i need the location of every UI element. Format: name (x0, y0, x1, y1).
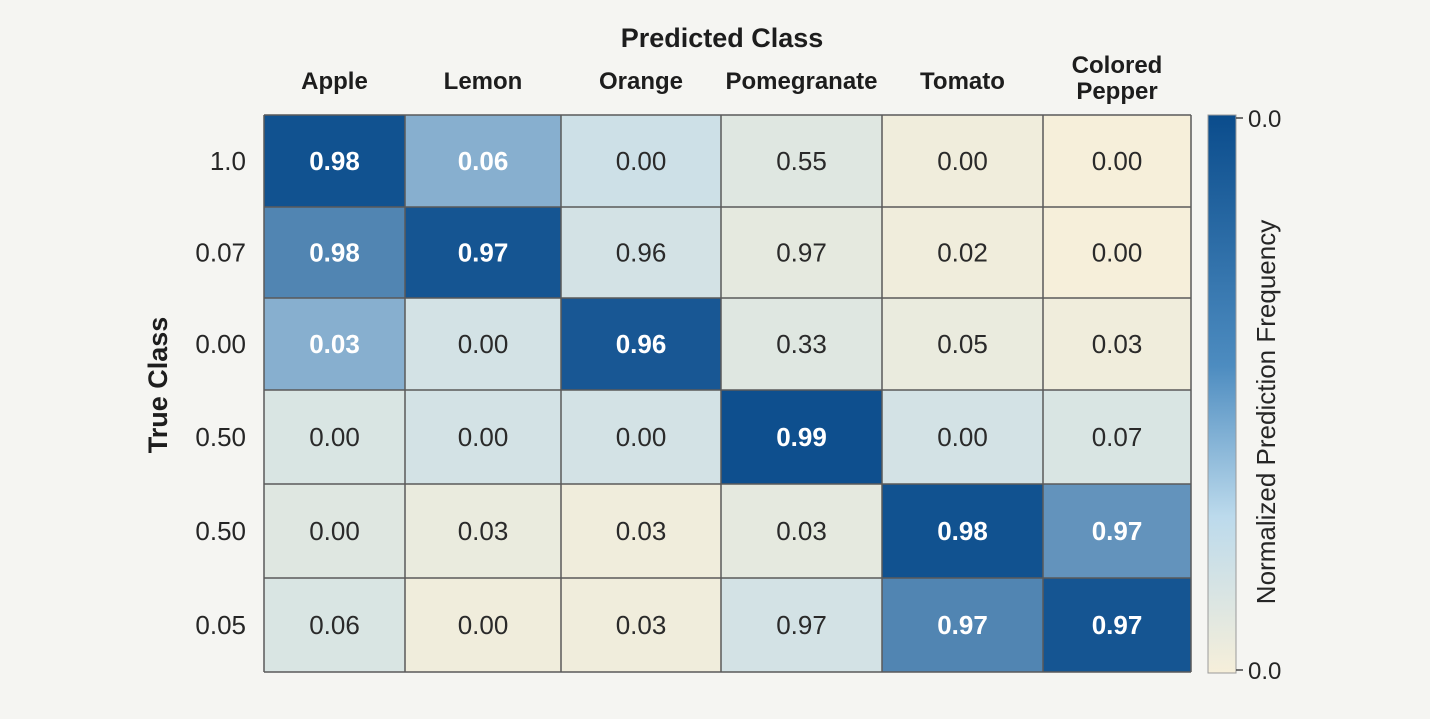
heatmap-cell (721, 484, 882, 578)
column-label: Tomato (920, 68, 1005, 95)
heatmap-cell (721, 207, 882, 298)
column-label: Colored Pepper (1072, 52, 1163, 105)
cell-value-label: 0.03 (776, 516, 827, 546)
heatmap-cell (405, 390, 561, 484)
heatmap-cell (561, 578, 721, 672)
cell-value-label: 0.03 (616, 610, 667, 640)
heatmap-cell (882, 390, 1043, 484)
heatmap-cell (405, 298, 561, 390)
column-label: Apple (301, 68, 368, 95)
cell-value-label: 0.00 (937, 422, 988, 452)
row-label: 0.50 (195, 516, 246, 546)
cell-value-label: 0.03 (1092, 329, 1143, 359)
cell-value-label: 0.33 (776, 329, 827, 359)
cell-value-label: 0.05 (937, 329, 988, 359)
heatmap-cell (264, 578, 405, 672)
heatmap-cell (1043, 390, 1191, 484)
heatmap-cell (264, 390, 405, 484)
cell-value-label: 0.98 (937, 516, 988, 546)
heatmap-cell (561, 115, 721, 207)
cell-value-label: 0.96 (616, 329, 667, 359)
cell-value-label: 0.00 (1092, 238, 1143, 268)
heatmap-cell (882, 484, 1043, 578)
column-label: Pomegranate (725, 68, 877, 95)
cell-value-label: 0.00 (458, 329, 509, 359)
cell-value-label: 0.97 (1092, 516, 1143, 546)
cell-value-label: 0.97 (458, 238, 509, 268)
row-label: 0.00 (195, 329, 246, 359)
cell-value-label: 0.03 (458, 516, 509, 546)
cell-value-label: 0.00 (937, 146, 988, 176)
colorbar-tick-bottom: 0.0 (1248, 658, 1281, 685)
heatmap-cell (721, 390, 882, 484)
row-label: 0.07 (195, 238, 246, 268)
cell-value-label: 0.00 (616, 146, 667, 176)
colorbar (1207, 114, 1237, 674)
row-label: 0.50 (195, 422, 246, 452)
heatmap-grid (263, 114, 1192, 673)
heatmap-cell (1043, 207, 1191, 298)
cell-value-label: 0.00 (458, 422, 509, 452)
row-label: 1.0 (210, 146, 246, 176)
cell-value-label: 0.00 (458, 610, 509, 640)
row-label: 0.05 (195, 610, 246, 640)
heatmap-cell (1043, 298, 1191, 390)
heatmap-cell (721, 115, 882, 207)
heatmap-cell (1043, 115, 1191, 207)
heatmap-cell (1043, 578, 1191, 672)
heatmap-cell (264, 115, 405, 207)
column-label: Lemon (444, 68, 523, 95)
heatmap-cell (405, 484, 561, 578)
heatmap-cell (561, 298, 721, 390)
cell-value-label: 0.55 (776, 146, 827, 176)
heatmap-cell (882, 207, 1043, 298)
cell-value-label: 0.97 (937, 610, 988, 640)
column-label: Orange (599, 68, 683, 95)
colorbar-label: Normalized Prediction Frequency (1251, 220, 1281, 604)
cell-value-label: 0.02 (937, 238, 988, 268)
cell-value-label: 0.00 (616, 422, 667, 452)
heatmap-cell (264, 298, 405, 390)
heatmap-cell (721, 578, 882, 672)
heatmap-cell (405, 207, 561, 298)
cell-value-label: 0.99 (776, 422, 827, 452)
cell-value-label: 0.98 (309, 238, 360, 268)
heatmap-cell (1043, 484, 1191, 578)
heatmap-cell (561, 484, 721, 578)
heatmap-cell (264, 484, 405, 578)
colorbar-tick-top: 0.0 (1248, 106, 1281, 133)
cell-value-label: 0.06 (458, 146, 509, 176)
y-axis-title: True Class (143, 317, 173, 454)
heatmap-cell (405, 578, 561, 672)
cell-value-label: 0.00 (1092, 146, 1143, 176)
row-labels: 1.0 0.07 0.00 0.50 0.50 0.05 (195, 146, 246, 640)
heatmap-cell (721, 298, 882, 390)
heatmap-cell (405, 115, 561, 207)
column-labels: Apple Lemon Orange Pomegranate Tomato Colored… (301, 52, 1162, 105)
cell-value-label: 0.00 (309, 516, 360, 546)
heatmap-cell (882, 115, 1043, 207)
heatmap-cell (882, 578, 1043, 672)
x-axis-title: Predicted Class (621, 23, 824, 53)
cell-value-label: 0.97 (1092, 610, 1143, 640)
heatmap-cell (561, 390, 721, 484)
cell-value-label: 0.06 (309, 610, 360, 640)
cell-value-label: 0.03 (616, 516, 667, 546)
heatmap-cell (561, 207, 721, 298)
cell-value-label: 0.96 (616, 238, 667, 268)
heatmap-cells: 0.98 0.06 0.00 0.55 0.00 0.00 0.98 0.97 0.96 0.97… (264, 115, 1191, 672)
heatmap-cell (882, 298, 1043, 390)
cell-value-label: 0.03 (309, 329, 360, 359)
heatmap-cell (264, 207, 405, 298)
cell-value-label: 0.00 (309, 422, 360, 452)
cell-value-label: 0.97 (776, 238, 827, 268)
cell-value-label: 0.07 (1092, 422, 1143, 452)
cell-value-label: 0.97 (776, 610, 827, 640)
cell-value-label: 0.98 (309, 146, 360, 176)
